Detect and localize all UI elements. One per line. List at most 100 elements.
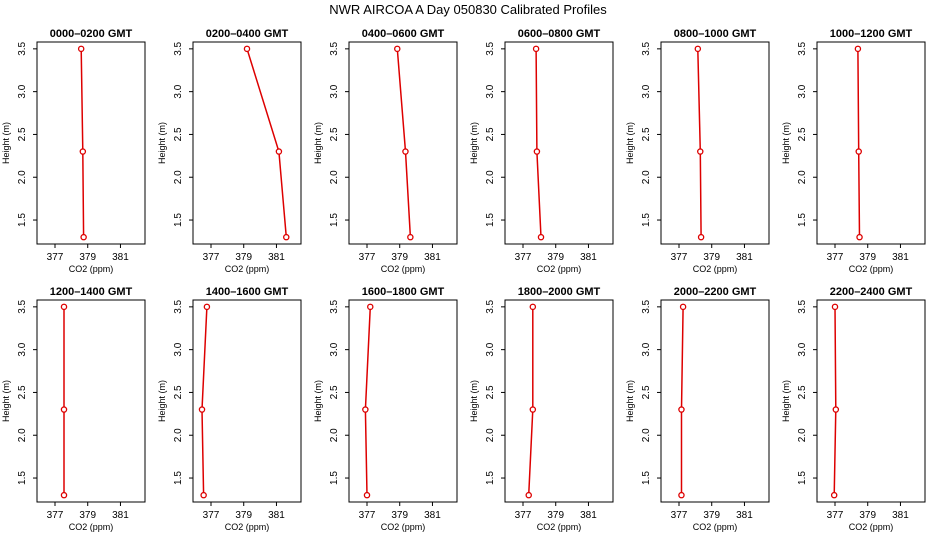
x-axis-label: CO2 (ppm): [537, 264, 582, 274]
y-tick-label: 1.5: [485, 471, 496, 485]
y-tick-label: 3.5: [641, 41, 652, 55]
plot-frame: [660, 299, 770, 503]
plot-frame: [36, 41, 146, 245]
y-tick-label: 2.5: [485, 385, 496, 399]
x-tick-label: 381: [112, 510, 129, 521]
y-tick-label: 1.5: [17, 213, 28, 227]
y-tick-label: 2.5: [329, 127, 340, 141]
x-tick-label: 379: [547, 510, 564, 521]
y-tick-label: 3.5: [329, 299, 340, 313]
x-tick-label: 377: [515, 252, 532, 263]
y-tick-label: 1.5: [17, 471, 28, 485]
y-tick-label: 3.5: [17, 299, 28, 313]
y-tick-label: 3.5: [797, 299, 808, 313]
y-tick-label: 2.5: [797, 385, 808, 399]
panel-title: 1000–1200 GMT: [830, 28, 913, 40]
x-tick-label: 377: [203, 252, 220, 263]
y-tick-label: 2.5: [17, 385, 28, 399]
data-point: [77, 45, 85, 53]
x-tick-label: 381: [892, 510, 909, 521]
y-tick-label: 2.0: [173, 428, 184, 442]
x-tick-label: 379: [703, 252, 720, 263]
x-tick-label: 379: [547, 252, 564, 263]
data-point: [367, 303, 374, 311]
y-tick-label: 1.5: [797, 471, 808, 485]
y-tick-label: 2.5: [173, 385, 184, 399]
data-point: [529, 303, 537, 311]
data-point: [80, 233, 87, 241]
data-point: [60, 303, 68, 311]
data-point: [275, 148, 283, 155]
x-tick-label: 377: [359, 510, 376, 521]
data-point: [854, 45, 862, 53]
data-point: [283, 233, 290, 241]
y-axis-label: Height (m): [469, 122, 479, 164]
x-tick-label: 379: [391, 252, 408, 263]
data-point: [394, 45, 401, 53]
data-point: [679, 303, 687, 311]
panel-title: 0400–0600 GMT: [362, 28, 445, 40]
x-tick-label: 379: [859, 252, 876, 263]
y-axis-label: Height (m): [469, 380, 479, 422]
data-point: [243, 45, 251, 53]
data-point: [856, 233, 863, 241]
data-point: [529, 406, 537, 413]
x-tick-label: 377: [359, 252, 376, 263]
y-axis-label: Height (m): [313, 380, 323, 422]
x-tick-label: 381: [892, 252, 909, 263]
y-tick-label: 3.0: [329, 342, 340, 356]
data-point: [678, 406, 685, 413]
x-axis-label: CO2 (ppm): [849, 522, 894, 532]
y-tick-label: 3.5: [329, 41, 340, 55]
plot-frame: [660, 41, 770, 245]
plot-frame: [348, 299, 458, 503]
plot-frame: [816, 299, 926, 503]
y-tick-label: 2.5: [797, 127, 808, 141]
data-point: [533, 148, 541, 155]
x-tick-label: 379: [391, 510, 408, 521]
y-tick-label: 2.0: [173, 170, 184, 184]
y-tick-label: 3.0: [485, 84, 496, 98]
y-tick-label: 2.0: [641, 170, 652, 184]
x-tick-label: 381: [268, 510, 285, 521]
y-tick-label: 1.5: [485, 213, 496, 227]
data-point: [532, 45, 540, 53]
x-tick-label: 377: [827, 510, 844, 521]
y-tick-label: 3.5: [485, 299, 496, 313]
y-tick-label: 2.5: [641, 127, 652, 141]
x-tick-label: 377: [47, 510, 64, 521]
y-axis-label: Height (m): [781, 122, 791, 164]
profile-line: [396, 48, 412, 238]
y-axis-label: Height (m): [625, 122, 635, 164]
data-point: [830, 491, 838, 499]
x-axis-label: CO2 (ppm): [849, 264, 894, 274]
x-tick-label: 381: [424, 252, 441, 263]
panel-title: 1400–1600 GMT: [206, 286, 289, 298]
y-tick-label: 2.0: [797, 170, 808, 184]
profile-line: [527, 306, 534, 496]
profile-line: [697, 48, 702, 238]
panel-title: 0000–0200 GMT: [50, 28, 133, 40]
plot-frame: [192, 299, 302, 503]
profile-line: [364, 306, 372, 496]
x-axis-label: CO2 (ppm): [69, 264, 114, 274]
y-tick-label: 3.5: [173, 299, 184, 313]
x-tick-label: 377: [671, 510, 688, 521]
y-tick-label: 3.5: [485, 41, 496, 55]
data-point: [832, 406, 840, 413]
y-tick-label: 2.5: [17, 127, 28, 141]
panel-title: 0200–0400 GMT: [206, 28, 289, 40]
data-point: [697, 233, 705, 241]
x-tick-label: 377: [515, 510, 532, 521]
y-tick-label: 3.5: [17, 41, 28, 55]
y-tick-label: 2.0: [641, 428, 652, 442]
y-tick-label: 3.0: [641, 342, 652, 356]
panel-title: 0600–0800 GMT: [518, 28, 601, 40]
y-tick-label: 3.5: [797, 41, 808, 55]
x-tick-label: 381: [580, 252, 597, 263]
y-tick-label: 2.0: [329, 428, 340, 442]
